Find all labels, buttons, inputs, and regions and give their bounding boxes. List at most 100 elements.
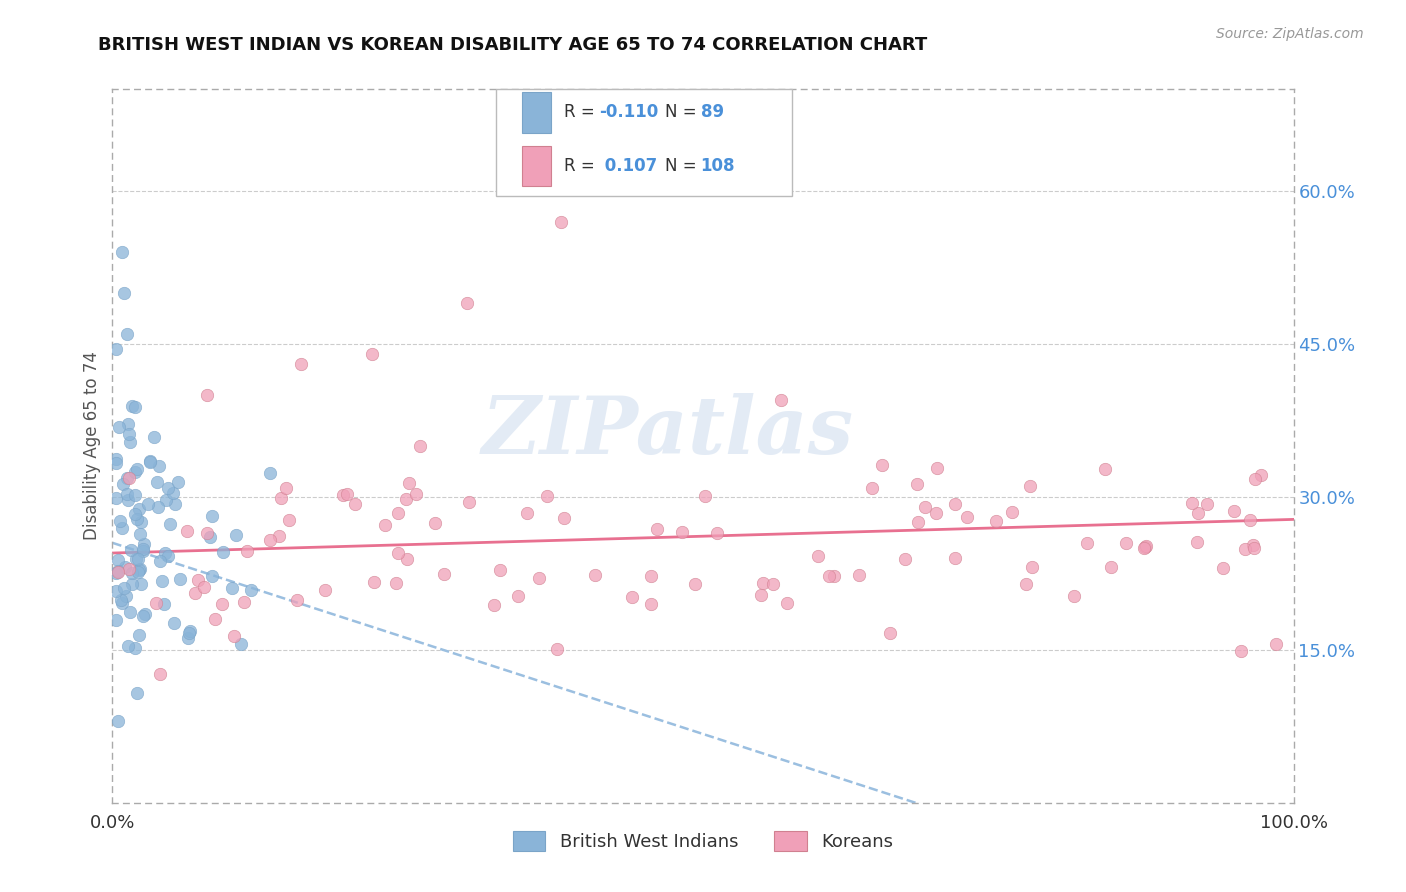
Point	[124, 507, 146, 521]
Point	[924, 506, 946, 520]
Point	[770, 393, 793, 408]
Point	[224, 629, 246, 643]
Point	[1018, 479, 1040, 493]
Point	[1076, 536, 1098, 550]
Point	[1239, 513, 1261, 527]
Point	[706, 525, 728, 540]
Point	[200, 530, 222, 544]
Point	[143, 430, 166, 444]
Point	[127, 512, 149, 526]
Point	[621, 591, 644, 605]
Point	[1234, 542, 1257, 557]
Point	[259, 467, 281, 481]
Point	[110, 593, 132, 607]
Point	[363, 575, 385, 590]
Point	[894, 552, 917, 566]
Point	[943, 497, 966, 511]
Point	[482, 598, 505, 612]
Point	[817, 568, 839, 582]
Point	[165, 497, 187, 511]
Point	[211, 597, 233, 611]
Point	[157, 549, 180, 563]
Point	[105, 456, 128, 470]
Point	[361, 347, 384, 361]
Point	[129, 527, 152, 541]
Point	[1001, 505, 1024, 519]
Point	[749, 588, 772, 602]
Point	[1015, 577, 1038, 591]
Point	[107, 553, 129, 567]
Point	[285, 593, 308, 607]
Point	[201, 508, 224, 523]
Point	[671, 525, 693, 540]
Point	[163, 616, 186, 631]
Point	[193, 581, 215, 595]
Point	[124, 640, 146, 655]
Text: Source: ZipAtlas.com: Source: ZipAtlas.com	[1216, 27, 1364, 41]
Point	[195, 388, 218, 402]
Point	[105, 614, 128, 628]
Point	[236, 543, 259, 558]
Point	[550, 215, 572, 229]
Point	[1244, 472, 1267, 486]
Point	[1243, 541, 1265, 556]
Point	[195, 525, 218, 540]
Text: BRITISH WEST INDIAN VS KOREAN DISABILITY AGE 65 TO 74 CORRELATION CHART: BRITISH WEST INDIAN VS KOREAN DISABILITY…	[98, 36, 928, 54]
Point	[128, 563, 150, 577]
Point	[148, 458, 170, 473]
Point	[776, 596, 799, 610]
Point	[872, 458, 894, 472]
Point	[105, 583, 128, 598]
Point	[125, 551, 148, 566]
Point	[153, 546, 176, 560]
Point	[232, 595, 254, 609]
FancyBboxPatch shape	[522, 145, 551, 186]
Point	[111, 520, 134, 534]
Point	[943, 551, 966, 566]
Point	[927, 461, 949, 475]
Point	[385, 575, 408, 590]
Point	[683, 576, 706, 591]
Point	[115, 326, 138, 341]
Point	[344, 497, 367, 511]
Point	[124, 488, 146, 502]
Point	[1230, 644, 1253, 658]
Point	[458, 495, 481, 509]
Point	[112, 477, 135, 491]
Point	[155, 492, 177, 507]
Point	[456, 296, 478, 310]
Point	[204, 612, 226, 626]
Text: N =: N =	[665, 157, 702, 175]
Point	[583, 568, 606, 582]
Point	[905, 476, 928, 491]
Point	[136, 497, 159, 511]
Point	[1135, 540, 1157, 554]
Text: 0.107: 0.107	[599, 157, 658, 175]
Point	[149, 554, 172, 568]
Point	[127, 552, 149, 566]
Point	[107, 714, 129, 729]
Point	[516, 506, 538, 520]
Point	[118, 605, 141, 619]
Point	[276, 481, 298, 495]
Point	[114, 560, 136, 574]
Point	[162, 486, 184, 500]
Point	[221, 581, 243, 595]
Point	[127, 565, 149, 579]
Point	[277, 513, 299, 527]
Point	[121, 577, 143, 591]
Point	[176, 631, 198, 645]
Point	[290, 358, 312, 372]
Point	[201, 569, 224, 583]
Point	[1185, 534, 1208, 549]
Point	[117, 417, 139, 431]
Point	[105, 566, 128, 580]
Point	[1132, 541, 1154, 556]
Point	[117, 487, 139, 501]
Point	[117, 639, 139, 653]
Point	[121, 566, 143, 581]
Text: 108: 108	[700, 157, 735, 175]
Point	[405, 486, 427, 500]
Point	[1180, 495, 1202, 509]
Point	[159, 517, 181, 532]
